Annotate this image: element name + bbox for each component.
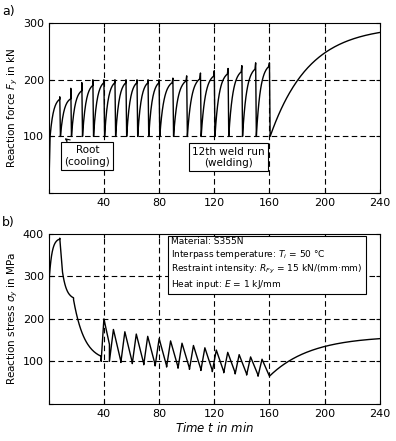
Text: a): a) [2, 5, 15, 18]
Text: b): b) [2, 216, 15, 229]
Text: Root
(cooling): Root (cooling) [65, 139, 110, 167]
Y-axis label: Reaction stress $\sigma_y$ in MPa: Reaction stress $\sigma_y$ in MPa [6, 252, 20, 385]
Text: 12th weld run
(welding): 12th weld run (welding) [192, 146, 265, 168]
X-axis label: Time $t$ in min: Time $t$ in min [175, 422, 254, 435]
Y-axis label: Reaction force $F_y$ in kN: Reaction force $F_y$ in kN [6, 48, 20, 168]
Text: Material: S355N
Interpass temperature: $T_i$ = 50 °C
Restraint intensity: $R_{Fy: Material: S355N Interpass temperature: $… [171, 237, 363, 291]
